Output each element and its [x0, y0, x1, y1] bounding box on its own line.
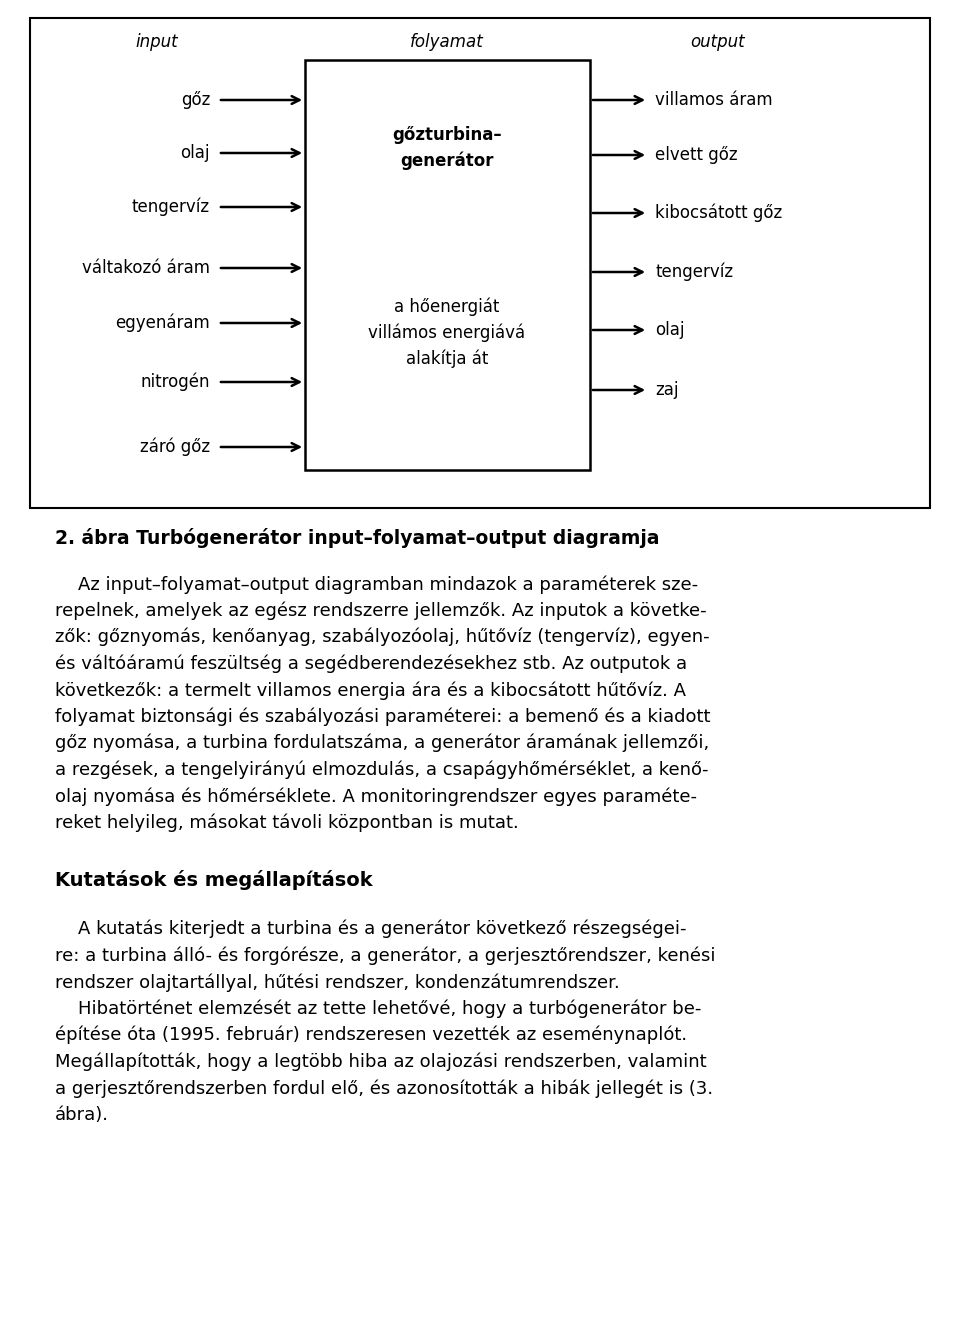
Text: nitrogén: nitrogén: [140, 372, 210, 391]
Text: folyamat biztonsági és szabályozási paraméterei: a bemenő és a kiadott: folyamat biztonsági és szabályozási para…: [55, 707, 710, 726]
Text: váltakozó áram: váltakozó áram: [82, 259, 210, 276]
Bar: [30, 19, 930, 508]
Text: zaj: zaj: [655, 381, 679, 399]
Text: re: a turbina álló- és forgórésze, a generátor, a gerjesztőrendszer, kenési: re: a turbina álló- és forgórésze, a gen…: [55, 946, 715, 965]
Bar: [305, 60, 590, 470]
Text: tengervíz: tengervíz: [132, 198, 210, 217]
Text: olaj: olaj: [655, 322, 684, 339]
Text: input: input: [135, 33, 179, 51]
Text: kibocsátott gőz: kibocsátott gőz: [655, 203, 782, 222]
Text: következők: a termelt villamos energia ára és a kibocsátott hűtővíz. A: következők: a termelt villamos energia á…: [55, 680, 686, 699]
Text: A kutatás kiterjedt a turbina és a generátor következő részegségei-: A kutatás kiterjedt a turbina és a gener…: [55, 920, 686, 938]
Text: olaj: olaj: [180, 144, 210, 162]
Text: tengervíz: tengervíz: [655, 263, 733, 282]
Text: gőzturbina–
generátor: gőzturbina– generátor: [393, 126, 502, 170]
Text: Az input–folyamat–output diagramban mindazok a paraméterek sze-: Az input–folyamat–output diagramban mind…: [55, 575, 698, 594]
Text: gőz: gőz: [180, 90, 210, 109]
Text: elvett gőz: elvett gőz: [655, 146, 737, 163]
Text: folyamat: folyamat: [410, 33, 484, 51]
Text: reket helyileg, másokat távoli központban is mutat.: reket helyileg, másokat távoli központba…: [55, 813, 518, 832]
Text: a rezgések, a tengelyirányú elmozdulás, a csapágyhőmérséklet, a kenő-: a rezgések, a tengelyirányú elmozdulás, …: [55, 760, 708, 779]
Text: a gerjesztőrendszerben fordul elő, és azonosították a hibák jellegét is (3.: a gerjesztőrendszerben fordul elő, és az…: [55, 1079, 713, 1098]
Text: gőz nyomása, a turbina fordulatszáma, a generátor áramának jellemzői,: gőz nyomása, a turbina fordulatszáma, a …: [55, 734, 709, 752]
Text: rendszer olajtartállyal, hűtési rendszer, kondenzátumrendszer.: rendszer olajtartállyal, hűtési rendszer…: [55, 973, 620, 991]
Text: repelnek, amelyek az egész rendszerre jellemzők. Az inputok a követke-: repelnek, amelyek az egész rendszerre je…: [55, 602, 707, 621]
Text: építése óta (1995. február) rendszeresen vezették az eseménynaplót.: építése óta (1995. február) rendszeresen…: [55, 1026, 687, 1045]
Text: és váltóáramú feszültség a segédberendezésekhez stb. Az outputok a: és váltóáramú feszültség a segédberendez…: [55, 654, 687, 672]
Text: villamos áram: villamos áram: [655, 90, 773, 109]
Text: 2. ábra Turbógenerátor input–folyamat–output diagramja: 2. ábra Turbógenerátor input–folyamat–ou…: [55, 528, 660, 548]
Text: Hibatörténet elemzését az tette lehetővé, hogy a turbógenerátor be-: Hibatörténet elemzését az tette lehetővé…: [55, 999, 702, 1018]
Text: ábra).: ábra).: [55, 1106, 109, 1123]
Text: záró gőz: záró gőz: [140, 437, 210, 456]
Text: a hőenergiát
villámos energiává
alakítja át: a hőenergiát villámos energiává alakítja…: [369, 298, 525, 368]
Text: output: output: [690, 33, 745, 51]
Text: olaj nyomása és hőmérséklete. A monitoringrendszer egyes paraméte-: olaj nyomása és hőmérséklete. A monitori…: [55, 787, 697, 805]
Text: zők: gőznyomás, kenőanyag, szabályozóolaj, hűtővíz (tengervíz), egyen-: zők: gőznyomás, kenőanyag, szabályozóola…: [55, 629, 709, 646]
Text: Kutatások és megállapítások: Kutatások és megállapítások: [55, 870, 372, 890]
Text: Megállapították, hogy a legtöbb hiba az olajozási rendszerben, valamint: Megállapították, hogy a legtöbb hiba az …: [55, 1053, 707, 1071]
Text: egyenáram: egyenáram: [115, 314, 210, 332]
